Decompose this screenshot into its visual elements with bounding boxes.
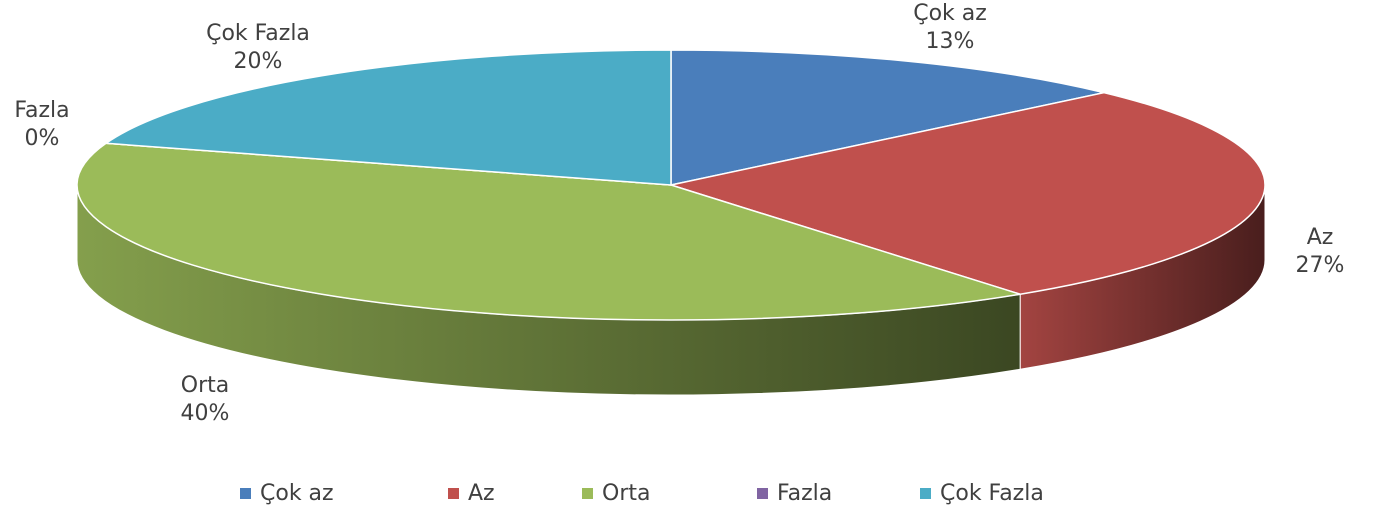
legend-label: Fazla [777, 481, 832, 506]
legend-swatch [582, 488, 593, 499]
legend-swatch [448, 488, 459, 499]
slice-value-label: 27% [1296, 253, 1345, 278]
slice-label: Az [1307, 225, 1334, 250]
slice-value-label: 40% [181, 401, 230, 426]
legend-label: Çok Fazla [940, 481, 1044, 506]
legend-label: Çok az [260, 481, 334, 506]
pie-slice [103, 49, 672, 186]
pie-slice [670, 49, 1105, 186]
slice-value-label: 20% [234, 49, 283, 74]
legend-label: Az [468, 481, 495, 506]
legend-swatch [240, 488, 251, 499]
slice-value-label: 0% [25, 126, 60, 151]
slice-label: Fazla [14, 98, 69, 123]
slice-label: Çok az [913, 1, 987, 26]
legend-swatch [920, 488, 931, 499]
pie-slice [668, 91, 1266, 295]
slice-label: Çok Fazla [206, 21, 310, 46]
legend-label: Orta [602, 481, 650, 506]
slice-value-label: 13% [926, 29, 975, 54]
pie-slice [76, 142, 1021, 321]
legend-swatch [757, 488, 768, 499]
slice-label: Orta [181, 373, 229, 398]
